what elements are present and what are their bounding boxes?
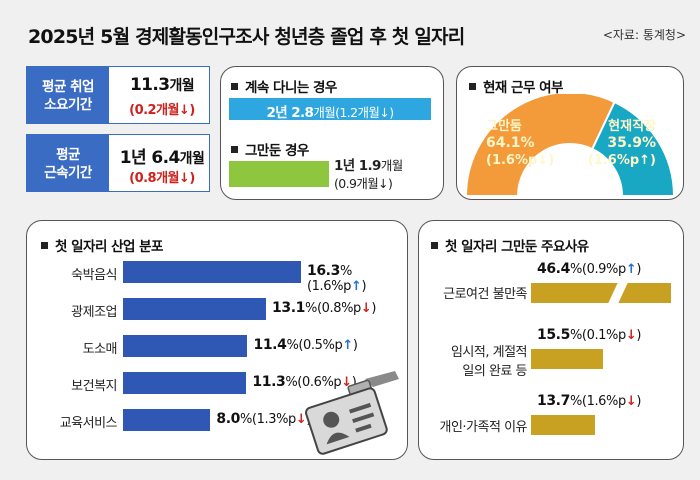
reason-value-label: 15.5%(0.1%p↓) bbox=[537, 327, 642, 343]
industry-category-label: 교육서비스 bbox=[59, 416, 118, 431]
reasons-title: 첫 일자리 그만둔 주요사유 bbox=[431, 235, 589, 255]
tenure-quit-bar bbox=[229, 161, 329, 187]
tenure-continuing-title: 계속 다니는 경우 bbox=[231, 76, 337, 96]
stat-change: (0.2개월↓) bbox=[129, 103, 195, 118]
industry-bar bbox=[123, 335, 248, 357]
status-title: 현재 근무 여부 bbox=[469, 76, 563, 96]
donut-label-quit: (1.6%p↓) bbox=[486, 153, 554, 168]
industry-bar bbox=[123, 298, 267, 320]
reason-category-label: 개인·가족적 이유 bbox=[439, 420, 528, 435]
tenure-continuing-bar bbox=[229, 98, 431, 120]
tenure-quit-title: 그만둔 경우 bbox=[231, 139, 309, 159]
donut-label-current: 현재직장 bbox=[608, 118, 656, 134]
reason-value-label: 46.4%(0.9%p↑) bbox=[537, 261, 642, 277]
industry-category-label: 숙박음식 bbox=[71, 268, 117, 283]
industry-bar bbox=[123, 372, 247, 394]
industry-card: 첫 일자리 산업 분포 숙박음식 16.3%(1.6%p↑) 광제조업 13.1%(0… bbox=[26, 220, 408, 460]
industry-category-label: 보건복지 bbox=[71, 379, 117, 394]
industry-title: 첫 일자리 산업 분포 bbox=[41, 235, 163, 255]
donut-label-quit: 그만둠 bbox=[486, 118, 522, 134]
id-badge-icon bbox=[305, 371, 399, 455]
reason-category-label: 임시적, 계절적 일의 완료 등 bbox=[450, 345, 528, 379]
reason-value-label: 13.7%(1.6%p↓) bbox=[537, 393, 642, 409]
stat-label: 평균 취업 소요기간 bbox=[27, 67, 109, 123]
industry-bar bbox=[123, 409, 211, 431]
industry-value-label: 11.3%(0.6%p↓) bbox=[252, 374, 357, 390]
reasons-card: 첫 일자리 그만둔 주요사유 46.4%(0.9%p↑) 근로여건 불만족 15.5… bbox=[418, 220, 684, 460]
donut-label-current: (1.6%p↑) bbox=[588, 153, 656, 168]
reason-bar bbox=[531, 349, 603, 369]
reason-bar bbox=[531, 283, 671, 303]
stat-label: 평균 근속기간 bbox=[27, 135, 109, 191]
industry-value-label: 11.4%(0.5%p↑) bbox=[253, 337, 358, 353]
tenure-card: 계속 다니는 경우 2년 2.8개월(1.2개월↓) 그만둔 경우 1년 1.9… bbox=[220, 66, 444, 200]
page-title: 2025년 5월 경제활동인구조사 청년층 졸업 후 첫 일자리 bbox=[28, 26, 465, 48]
donut-slice-current bbox=[590, 100, 676, 197]
industry-value-label: 13.1%(0.8%p↓) bbox=[272, 300, 377, 316]
industry-bar bbox=[123, 261, 301, 283]
status-card: 현재 근무 여부 그만둠 64.1% (1.6%p↓) 현재직장 35.9% (1.6%p… bbox=[456, 66, 684, 200]
stat-change: (0.8개월↓) bbox=[129, 171, 195, 186]
source-note: <자료: 통계청> bbox=[602, 28, 686, 42]
industry-value-label: 8.0%(1.3%p↓) bbox=[216, 411, 311, 427]
stat-value: 11.3개월 bbox=[129, 75, 195, 95]
reason-bar bbox=[531, 415, 595, 435]
industry-category-label: 광제조업 bbox=[71, 305, 117, 320]
reason-category-label: 근로여건 불만족 bbox=[443, 287, 527, 302]
stat-box-job-search-period: 평균 취업 소요기간 11.3개월 (0.2개월↓) bbox=[26, 66, 210, 124]
donut-label-quit: 64.1% bbox=[486, 135, 535, 151]
tenure-continuing-value: 2년 2.8개월(1.2개월↓) bbox=[266, 105, 395, 121]
donut-slice-quit bbox=[464, 94, 616, 197]
stat-box-tenure-period: 평균 근속기간 1년 6.4개월 (0.8개월↓) bbox=[26, 134, 210, 192]
industry-value-label: 16.3%(1.6%p↑) bbox=[307, 263, 367, 294]
tenure-quit-value: 1년 1.9개월 (0.9개월↓) bbox=[334, 158, 403, 191]
stat-value: 1년 6.4개월 bbox=[119, 148, 205, 168]
donut-label-current: 35.9% bbox=[607, 135, 656, 151]
industry-category-label: 도소매 bbox=[82, 342, 118, 357]
